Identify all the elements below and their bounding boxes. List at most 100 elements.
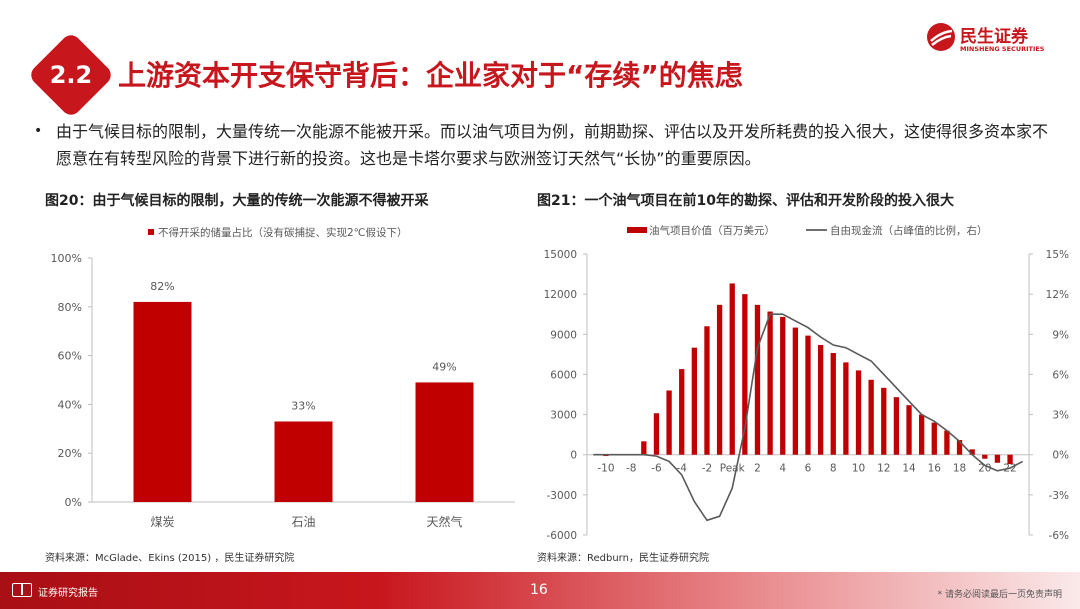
category-label: 煤炭 — [150, 515, 174, 529]
y-tick-label-right: 15% — [1046, 249, 1069, 261]
section-number: 2.2 — [49, 61, 93, 89]
bar-32 — [994, 454, 1001, 463]
bar-10 — [716, 304, 723, 455]
x-tick-label: 8 — [830, 463, 837, 475]
x-tick-label: Peak — [720, 463, 746, 475]
x-tick-label: 4 — [779, 463, 786, 475]
bar-1 — [274, 421, 333, 502]
bar-18 — [817, 344, 824, 455]
x-tick-label: 18 — [953, 463, 966, 475]
free-cash-flow-line — [593, 313, 1024, 522]
y-tick-label-left: -3000 — [546, 490, 577, 502]
bar-17 — [805, 335, 811, 455]
bar-24 — [893, 397, 900, 455]
y-tick-label-right: -3% — [1049, 490, 1069, 502]
y-tick-label: 0% — [65, 496, 82, 509]
brand-name-en: MINSHENG SECURITIES — [960, 45, 1045, 53]
legend-swatch-bar — [627, 227, 647, 233]
bar-29 — [956, 439, 963, 455]
bar-data-label: 49% — [432, 360, 456, 373]
book-icon — [12, 583, 32, 597]
bar-26 — [919, 414, 925, 455]
bar-6 — [666, 390, 672, 455]
bar-11 — [729, 283, 735, 455]
y-tick-label-left: -6000 — [546, 530, 577, 542]
bar-31 — [982, 454, 988, 459]
bullet-marker: • — [34, 123, 43, 139]
bar-0 — [133, 301, 192, 502]
y-tick-label-left: 9000 — [550, 329, 577, 341]
figure-21-title: 图21：一个油气项目在前10年的勘探、评估和开发阶段的投入很大 — [537, 193, 954, 209]
category-label: 石油 — [291, 515, 315, 529]
bar-25 — [906, 405, 912, 455]
bar-5 — [653, 413, 660, 455]
legend-swatch — [148, 229, 154, 235]
bar-12 — [742, 294, 748, 455]
bar-data-label: 33% — [291, 399, 315, 412]
x-tick-label: 10 — [852, 463, 865, 475]
figure-21-source: 资料来源：Redburn，民生证券研究院 — [537, 553, 709, 564]
bar-27 — [931, 422, 937, 455]
bar-7 — [679, 369, 685, 455]
brand-logo-icon — [927, 23, 955, 51]
category-label: 天然气 — [426, 514, 462, 529]
x-tick-label: -10 — [597, 463, 614, 475]
y-tick-label: 60% — [58, 350, 82, 363]
bar-8 — [691, 347, 697, 455]
footer-label: 证券研究报告 — [38, 588, 98, 599]
bar-28 — [944, 430, 950, 455]
page-number: 16 — [530, 582, 548, 598]
bar-22 — [868, 379, 874, 455]
bar-4 — [641, 441, 647, 455]
x-tick-label: -4 — [676, 463, 687, 475]
y-tick-label-left: 15000 — [544, 249, 577, 261]
y-tick-label: 100% — [51, 252, 82, 265]
bar-13 — [754, 304, 761, 455]
x-tick-label: 12 — [877, 463, 890, 475]
y-tick-label-right: 12% — [1046, 289, 1069, 301]
y-tick-label-left: 0 — [570, 450, 577, 462]
footer-bar: 证券研究报告 16 * 请务必阅读最后一页免责声明 — [0, 572, 1080, 609]
y-tick-label: 80% — [58, 301, 82, 314]
x-tick-label: 20 — [978, 463, 991, 475]
x-tick-label: -6 — [651, 463, 662, 475]
y-tick-label-right: 6% — [1052, 369, 1069, 381]
y-tick-label: 20% — [58, 447, 82, 460]
bar-2 — [415, 382, 474, 502]
legend-label: 不得开采的储量占比（没有碳捕捉、实现2℃假设下） — [158, 226, 407, 239]
project-value-chart: 油气项目价值（百万美元） 自由现金流（占峰值的比例，右） -6000 -3000 0 30… — [544, 224, 1069, 542]
bar-30 — [969, 449, 975, 455]
x-tick-label: 14 — [902, 463, 916, 475]
x-tick-label: 22 — [1003, 463, 1016, 475]
y-tick-label: 40% — [58, 398, 82, 411]
x-tick-label: 16 — [928, 463, 942, 475]
y-tick-label-right: -6% — [1049, 530, 1069, 542]
x-tick-label: -8 — [626, 463, 636, 475]
bar-9 — [704, 326, 710, 455]
reserves-bar-chart: 不得开采的储量占比（没有碳捕捉、实现2℃假设下） 0% 20% 40% 60% 80% 10… — [51, 226, 515, 529]
bar-14 — [767, 311, 773, 455]
bar-15 — [780, 316, 786, 455]
bar-19 — [830, 353, 836, 455]
bar-16 — [792, 327, 799, 455]
legend-label-line: 自由现金流（占峰值的比例，右） — [830, 224, 988, 237]
y-tick-label-left: 3000 — [550, 410, 577, 422]
disclaimer: * 请务必阅读最后一页免责声明 — [937, 590, 1062, 600]
slide-title: 上游资本开支保守背后：企业家对于“存续”的焦虑 — [118, 59, 743, 92]
bar-33 — [1007, 454, 1013, 465]
y-tick-label-left: 6000 — [550, 369, 577, 381]
y-tick-label-right: 9% — [1052, 329, 1069, 341]
bar-23 — [881, 387, 887, 455]
bar-21 — [855, 370, 862, 455]
x-tick-label: 6 — [805, 463, 812, 475]
x-tick-label: -2 — [702, 463, 712, 475]
y-tick-label-left: 12000 — [544, 289, 577, 301]
x-tick-label: 2 — [754, 463, 761, 475]
legend-label-bar: 油气项目价值（百万美元） — [649, 224, 775, 237]
figure-20-title: 图20：由于气候目标的限制，大量的传统一次能源不得被开采 — [45, 193, 429, 209]
y-tick-label-right: 0% — [1052, 450, 1069, 462]
figure-20-source: 资料来源：McGlade、Ekins (2015) ，民生证券研究院 — [45, 553, 295, 564]
bar-data-label: 82% — [150, 280, 174, 293]
bullet-paragraph: • 由于气候目标的限制，大量传统一次能源不能被开采。而以油气项目为例，前期勘探、… — [34, 118, 1054, 172]
brand-name: 民生证券 — [960, 27, 1028, 47]
